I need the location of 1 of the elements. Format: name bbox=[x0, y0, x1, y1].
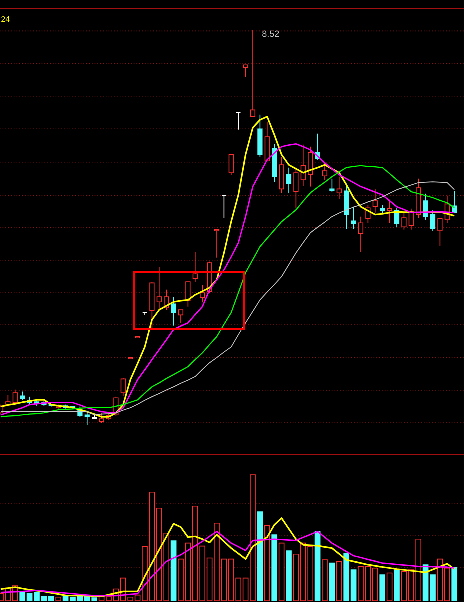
annotation: 8.52 bbox=[262, 30, 280, 38]
